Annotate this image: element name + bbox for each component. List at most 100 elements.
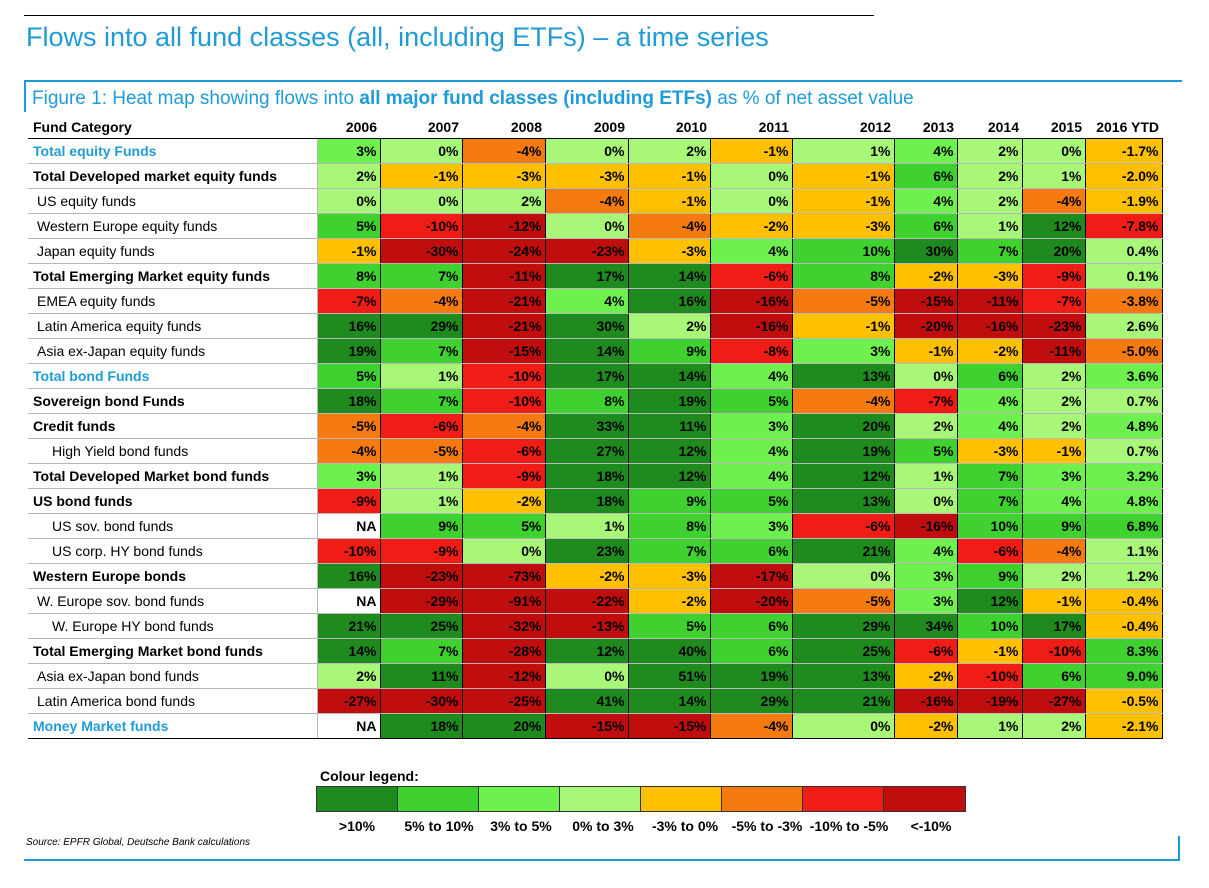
- heatmap-cell: 12%: [627, 438, 711, 464]
- heatmap-cell: 6.8%: [1084, 513, 1163, 539]
- heatmap-cell: 8%: [627, 513, 711, 539]
- heatmap-cell: 2%: [956, 163, 1023, 189]
- heatmap-cell: -23%: [379, 563, 463, 589]
- row-label: Western Europe equity funds: [28, 213, 318, 239]
- row-label: Total Emerging Market equity funds: [28, 263, 318, 289]
- heatmap-cell: -4%: [1021, 538, 1086, 564]
- bottom-right-rule: [1178, 836, 1180, 860]
- page-title: Flows into all fund classes (all, includ…: [26, 22, 769, 52]
- heatmap-row: US sov. bond funds NA 9% 5% 1% 8% 3% -6% -16% 10%…: [28, 513, 1163, 539]
- heatmap-cell: 51%: [627, 663, 711, 689]
- heatmap-cell: 1.2%: [1084, 563, 1163, 589]
- heatmap-row: Total Emerging Market equity funds 8% 7% -1…: [28, 263, 1163, 289]
- heatmap-cell: -10%: [956, 663, 1023, 689]
- heatmap-cell: NA: [316, 713, 381, 739]
- heatmap-cell: 4%: [1021, 488, 1086, 514]
- heatmap-cell: 20%: [791, 413, 895, 439]
- heatmap-cell: -19%: [956, 688, 1023, 714]
- heatmap-cell: -3%: [544, 163, 629, 189]
- heatmap-cell: -2%: [709, 213, 793, 239]
- heatmap-cell: 2.6%: [1084, 313, 1163, 339]
- heatmap-cell: 0%: [791, 713, 895, 739]
- heatmap-cell: 7%: [956, 463, 1023, 489]
- heatmap-cell: -4%: [544, 188, 629, 214]
- heatmap-cell: 2%: [1021, 388, 1086, 414]
- heatmap-cell: -6%: [709, 263, 793, 289]
- row-label: Japan equity funds: [28, 238, 318, 264]
- row-label: W. Europe HY bond funds: [28, 613, 318, 639]
- heatmap-cell: -1%: [791, 163, 895, 189]
- heatmap-cell: 4%: [709, 238, 793, 264]
- heatmap-cell: -0.4%: [1084, 613, 1163, 639]
- heatmap-cell: -2%: [627, 588, 711, 614]
- heatmap-cell: 4%: [893, 138, 958, 164]
- row-label: Total Developed Market bond funds: [28, 463, 318, 489]
- heatmap-cell: -5.0%: [1084, 338, 1163, 364]
- source-note: Source: EPFR Global, Deutsche Bank calcu…: [26, 837, 250, 848]
- heatmap-cell: 9%: [956, 563, 1023, 589]
- legend-swatch: [479, 787, 560, 811]
- heatmap-cell: 23%: [544, 538, 629, 564]
- legend-swatch: [722, 787, 803, 811]
- column-header: 2008: [462, 116, 545, 139]
- heatmap-cell: 20%: [461, 713, 546, 739]
- heatmap-cell: 3%: [316, 138, 381, 164]
- column-header: 2016 YTD: [1085, 116, 1162, 139]
- heatmap-cell: -10%: [316, 538, 381, 564]
- heatmap-cell: 14%: [627, 363, 711, 389]
- heatmap-cell: 6%: [893, 213, 958, 239]
- heatmap-cell: 7%: [379, 338, 463, 364]
- row-label: Sovereign bond Funds: [28, 388, 318, 414]
- heatmap-cell: 5%: [316, 213, 381, 239]
- heatmap-cell: -2%: [461, 488, 546, 514]
- heatmap-cell: 0%: [461, 538, 546, 564]
- heatmap-cell: 6%: [956, 363, 1023, 389]
- heatmap-cell: 6%: [1021, 663, 1086, 689]
- heatmap-cell: -15%: [461, 338, 546, 364]
- legend-label: 0% to 3%: [572, 818, 634, 834]
- heatmap-cell: 6%: [893, 163, 958, 189]
- heatmap-cell: 27%: [544, 438, 629, 464]
- heatmap-header-row: Fund Category 2006 2007 2008 2009 2010 2011 201…: [28, 116, 1162, 139]
- heatmap-cell: 5%: [316, 363, 381, 389]
- heatmap-cell: -4%: [461, 413, 546, 439]
- heatmap-cell: -6%: [791, 513, 895, 539]
- heatmap-cell: 4%: [544, 288, 629, 314]
- heatmap-row: Sovereign bond Funds 18% 7% -10% 8% 19% 5% -4% -…: [28, 388, 1163, 414]
- heatmap-cell: 6%: [709, 613, 793, 639]
- heatmap-row: Western Europe bonds 16% -23% -73% -2% -3% -17…: [28, 563, 1163, 589]
- heatmap-cell: 1%: [893, 463, 958, 489]
- heatmap-cell: -7%: [316, 288, 381, 314]
- heatmap-cell: -1%: [709, 138, 793, 164]
- heatmap-cell: 16%: [316, 563, 381, 589]
- heatmap-cell: -6%: [956, 538, 1023, 564]
- heatmap-cell: 3%: [709, 513, 793, 539]
- heatmap-table: Fund Category 2006 2007 2008 2009 2010 2011 201…: [28, 116, 1163, 739]
- heatmap-cell: 1%: [956, 213, 1023, 239]
- heatmap-cell: -29%: [379, 588, 463, 614]
- heatmap-cell: 16%: [627, 288, 711, 314]
- heatmap-cell: 1%: [791, 138, 895, 164]
- heatmap-cell: -3%: [956, 438, 1023, 464]
- heatmap-row: US bond funds -9% 1% -2% 18% 9% 5% 13% 0% 7% 4% 4.8…: [28, 488, 1163, 514]
- heatmap-cell: -11%: [1021, 338, 1086, 364]
- heatmap-cell: 1%: [379, 363, 463, 389]
- legend-label: 5% to 10%: [404, 818, 474, 834]
- legend-swatch: [560, 787, 641, 811]
- legend-swatch: [398, 787, 479, 811]
- heatmap-cell: 2%: [461, 188, 546, 214]
- heatmap-cell: 3.6%: [1084, 363, 1163, 389]
- heatmap-cell: -15%: [893, 288, 958, 314]
- heatmap-cell: 12%: [956, 588, 1023, 614]
- row-label: Total equity Funds: [28, 138, 318, 164]
- heatmap-cell: -3.8%: [1084, 288, 1163, 314]
- heatmap-cell: 8%: [791, 263, 895, 289]
- heatmap-cell: -6%: [893, 638, 958, 664]
- heatmap-row: Japan equity funds -1% -30% -24% -23% -3% 4% 10…: [28, 238, 1163, 264]
- row-label: Money Market funds: [28, 713, 318, 739]
- legend-title: Colour legend:: [320, 768, 419, 784]
- heatmap-cell: 13%: [791, 663, 895, 689]
- heatmap-cell: 9%: [627, 488, 711, 514]
- heatmap-cell: -9%: [316, 488, 381, 514]
- heatmap-cell: -20%: [709, 588, 793, 614]
